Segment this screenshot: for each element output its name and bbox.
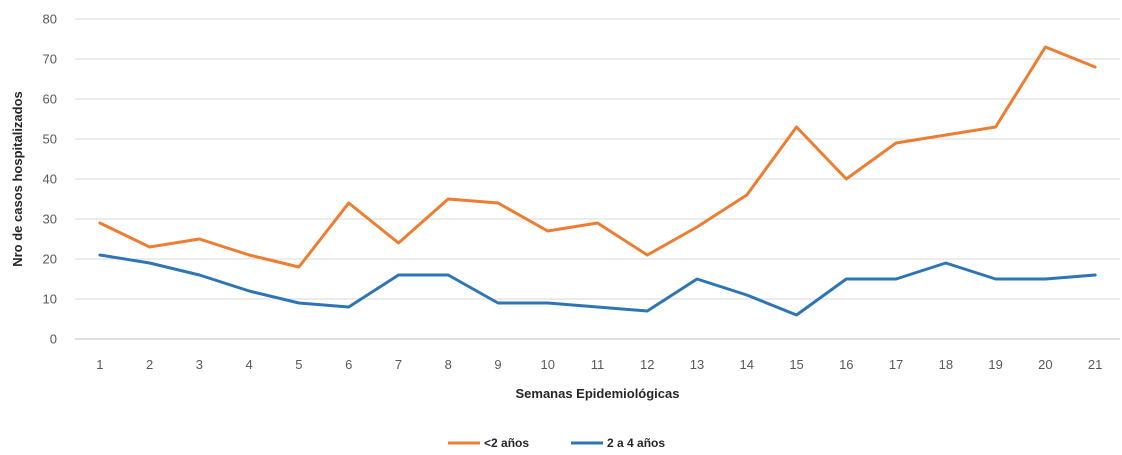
legend: <2 años 2 a 4 años <box>448 436 665 450</box>
x-tick-label: 20 <box>1038 357 1052 372</box>
y-tick-labels: 0 10 20 30 40 50 60 70 80 <box>43 12 57 347</box>
x-tick-label: 6 <box>345 357 352 372</box>
x-tick-label: 3 <box>196 357 203 372</box>
y-tick-label: 30 <box>43 212 57 227</box>
y-tick-label: 80 <box>43 12 57 27</box>
x-tick-label: 19 <box>988 357 1002 372</box>
x-tick-label: 10 <box>541 357 555 372</box>
series-line-2-to-4 <box>98 253 1097 317</box>
series-lines <box>98 45 1097 317</box>
y-tick-label: 50 <box>43 132 57 147</box>
x-tick-label: 1 <box>96 357 103 372</box>
x-tick-label: 11 <box>591 357 605 372</box>
x-tick-label: 21 <box>1088 357 1102 372</box>
x-tick-label: 12 <box>640 357 654 372</box>
series-line-under-2 <box>98 45 1097 269</box>
legend-label: 2 a 4 años <box>607 436 665 450</box>
x-tick-label: 17 <box>889 357 903 372</box>
x-tick-label: 9 <box>494 357 501 372</box>
y-tick-label: 40 <box>43 172 57 187</box>
legend-label: <2 años <box>484 436 529 450</box>
x-tick-label: 4 <box>246 357 253 372</box>
y-tick-label: 10 <box>43 292 57 307</box>
y-tick-label: 0 <box>50 332 57 347</box>
x-tick-label: 2 <box>146 357 153 372</box>
y-tick-label: 60 <box>43 92 57 107</box>
x-tick-label: 16 <box>839 357 853 372</box>
x-axis-title: Semanas Epidemiológicas <box>515 386 679 401</box>
y-axis-title: Nro de casos hospitalizados <box>10 91 25 267</box>
x-tick-label: 8 <box>445 357 452 372</box>
x-tick-label: 15 <box>789 357 803 372</box>
x-tick-label: 13 <box>690 357 704 372</box>
x-tick-label: 14 <box>740 357 754 372</box>
x-tick-label: 18 <box>939 357 953 372</box>
x-tick-label: 7 <box>395 357 402 372</box>
x-tick-labels: 1 2 3 4 5 6 7 8 9 10 11 12 13 14 15 16 17 18 19 20 21 <box>96 357 1102 372</box>
x-tick-label: 5 <box>295 357 302 372</box>
y-tick-label: 70 <box>43 52 57 67</box>
gridlines <box>75 18 1120 340</box>
y-tick-label: 20 <box>43 252 57 267</box>
